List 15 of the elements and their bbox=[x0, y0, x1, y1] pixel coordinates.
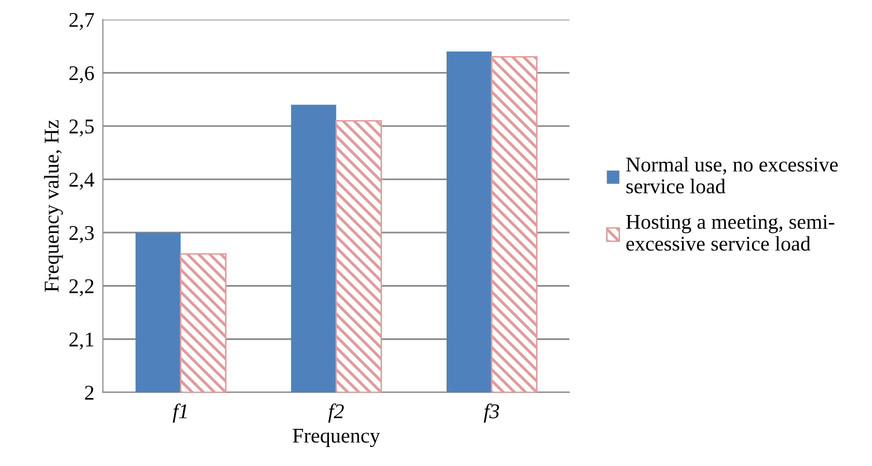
legend-label: Normal use, no excessive service load bbox=[626, 156, 838, 194]
x-tick-label: f2 bbox=[328, 403, 344, 423]
y-tick-label: 2,2 bbox=[69, 279, 94, 296]
y-tick-label: 2,1 bbox=[69, 332, 94, 350]
y-tick-label: 2 bbox=[85, 386, 94, 400]
y-axis-title: Frequency value, Hz bbox=[44, 120, 63, 292]
x-tick-label: f1 bbox=[172, 403, 187, 423]
y-tick-label: 2,6 bbox=[69, 66, 94, 84]
y-tick-label: 2,4 bbox=[69, 172, 94, 190]
y-tick-label: 2,3 bbox=[69, 226, 94, 244]
y-tick-label: 2,5 bbox=[69, 120, 94, 137]
y-tick-label: 2,7 bbox=[69, 13, 94, 30]
x-tick-label: f3 bbox=[484, 403, 500, 423]
legend-label: Hosting a meeting, semi- excessive service load bbox=[626, 214, 834, 251]
x-axis-title: Frequency bbox=[292, 428, 380, 448]
